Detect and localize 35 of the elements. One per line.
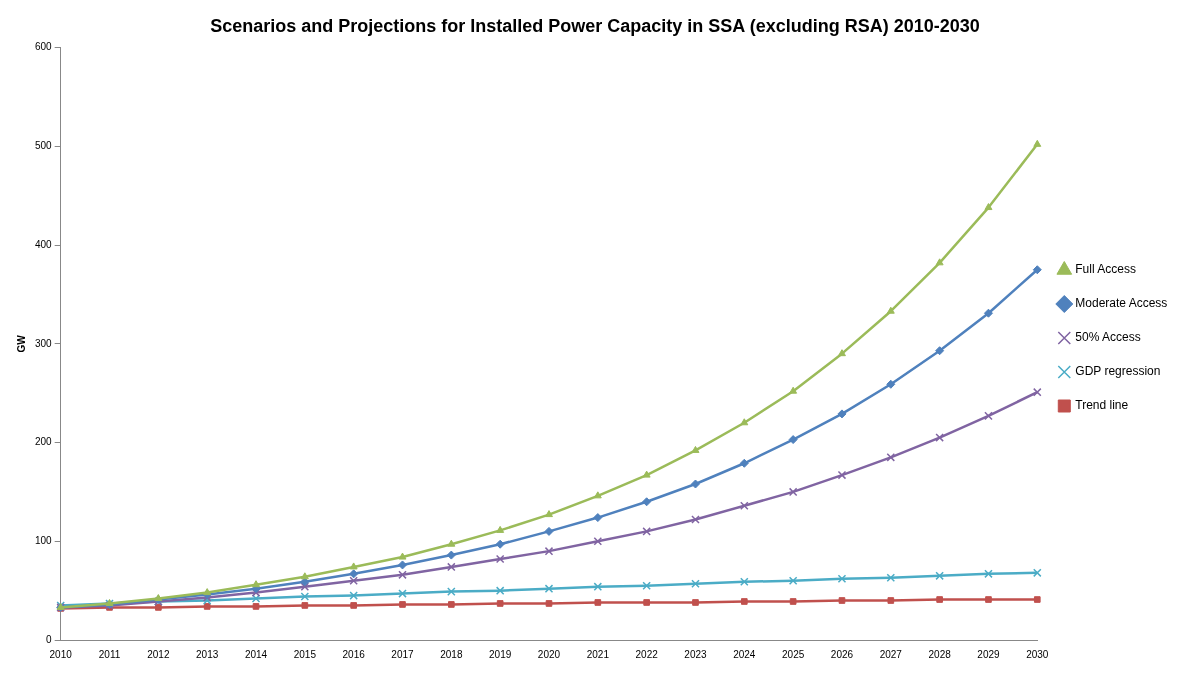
x-tick-label: 2028 [928,648,952,660]
x-tick-label: 2014 [244,648,268,660]
legend-label: 50% Access [1075,330,1141,345]
legend-label: Moderate Access [1075,296,1168,311]
x-tick-label: 2019 [489,648,512,660]
y-tick-label: 300 [35,337,53,349]
x-tick-label: 2022 [635,648,659,660]
x-tick-label: 2027 [879,648,903,660]
x-tick-label: 2011 [98,648,121,660]
x-tick-label: 2026 [830,648,854,660]
y-tick-label: 200 [35,436,53,448]
x-tick-label: 2024 [733,648,756,660]
y-tick-label: 400 [35,238,53,250]
x-tick-label: 2025 [782,648,805,660]
x-tick-label: 2021 [586,648,610,660]
chart-title: Scenarios and Projections for Installed Power Capacity in SSA (excluding RSA) 2010-2030 [210,15,980,36]
y-tick-label: 500 [35,140,53,152]
y-tick-label: 0 [46,633,53,645]
x-tick-label: 2010 [49,648,73,660]
x-tick-label: 2029 [977,648,1001,660]
x-tick-label: 2015 [293,648,317,660]
y-axis-title: GW [15,334,27,353]
x-tick-label: 2020 [537,648,561,660]
x-tick-label: 2012 [147,648,170,660]
legend-label: Trend line [1075,398,1129,413]
x-tick-label: 2023 [684,648,708,660]
x-tick-label: 2017 [391,648,415,660]
x-tick-label: 2013 [196,648,219,660]
x-tick-label: 2018 [440,648,463,660]
y-tick-label: 600 [35,41,53,53]
y-tick-label: 100 [35,535,53,547]
legend-label: Full Access [1075,262,1136,277]
x-tick-label: 2030 [1026,648,1049,660]
x-tick-label: 2016 [342,648,366,660]
legend-label: GDP regression [1075,364,1161,379]
